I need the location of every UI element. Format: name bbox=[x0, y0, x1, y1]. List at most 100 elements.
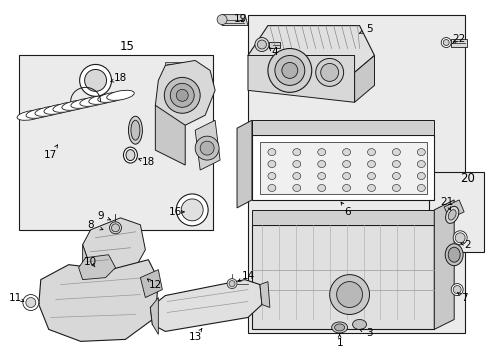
Circle shape bbox=[170, 84, 194, 107]
Text: 3: 3 bbox=[366, 328, 372, 338]
Ellipse shape bbox=[317, 172, 325, 180]
Ellipse shape bbox=[35, 106, 62, 116]
Circle shape bbox=[84, 69, 106, 91]
Polygon shape bbox=[251, 225, 433, 329]
Ellipse shape bbox=[392, 184, 400, 192]
Ellipse shape bbox=[71, 98, 98, 108]
Circle shape bbox=[454, 233, 464, 243]
Ellipse shape bbox=[392, 149, 400, 156]
Polygon shape bbox=[222, 15, 247, 26]
Circle shape bbox=[80, 64, 111, 96]
Polygon shape bbox=[260, 282, 269, 307]
Ellipse shape bbox=[317, 161, 325, 167]
Polygon shape bbox=[354, 55, 374, 102]
Ellipse shape bbox=[317, 184, 325, 192]
Ellipse shape bbox=[416, 149, 425, 156]
Circle shape bbox=[176, 194, 208, 226]
Ellipse shape bbox=[292, 184, 300, 192]
Ellipse shape bbox=[267, 172, 275, 180]
Bar bbox=[165, 62, 185, 77]
Circle shape bbox=[452, 285, 460, 293]
Polygon shape bbox=[251, 120, 433, 135]
Ellipse shape bbox=[331, 322, 347, 333]
Ellipse shape bbox=[44, 104, 71, 114]
Text: 9: 9 bbox=[97, 211, 103, 221]
Circle shape bbox=[254, 37, 268, 51]
Circle shape bbox=[217, 15, 226, 24]
Ellipse shape bbox=[126, 150, 135, 161]
Circle shape bbox=[452, 231, 466, 245]
Text: 8: 8 bbox=[87, 220, 94, 230]
Polygon shape bbox=[237, 120, 251, 208]
Circle shape bbox=[226, 279, 237, 289]
Text: 14: 14 bbox=[241, 271, 254, 281]
Ellipse shape bbox=[128, 116, 142, 144]
Polygon shape bbox=[39, 260, 158, 341]
Circle shape bbox=[181, 199, 203, 221]
Polygon shape bbox=[150, 298, 158, 334]
Bar bbox=[247, 15, 464, 333]
Polygon shape bbox=[140, 270, 162, 298]
Ellipse shape bbox=[292, 172, 300, 180]
Ellipse shape bbox=[317, 149, 325, 156]
Circle shape bbox=[228, 280, 235, 287]
Circle shape bbox=[195, 136, 219, 160]
Text: 1: 1 bbox=[336, 338, 342, 348]
Polygon shape bbox=[247, 26, 374, 72]
Text: 16: 16 bbox=[168, 207, 182, 217]
Circle shape bbox=[267, 49, 311, 92]
Text: 6: 6 bbox=[344, 207, 350, 217]
Ellipse shape bbox=[447, 247, 459, 262]
Ellipse shape bbox=[392, 172, 400, 180]
Polygon shape bbox=[155, 60, 215, 125]
Ellipse shape bbox=[53, 102, 81, 112]
Polygon shape bbox=[247, 55, 354, 102]
Text: 19: 19 bbox=[233, 14, 246, 24]
Polygon shape bbox=[82, 245, 88, 310]
Circle shape bbox=[281, 62, 297, 78]
Ellipse shape bbox=[352, 319, 366, 329]
Ellipse shape bbox=[342, 184, 350, 192]
Text: 22: 22 bbox=[451, 33, 465, 44]
Polygon shape bbox=[450, 39, 466, 46]
Circle shape bbox=[257, 40, 266, 49]
Polygon shape bbox=[79, 255, 115, 280]
Text: 7: 7 bbox=[460, 293, 467, 302]
Ellipse shape bbox=[367, 161, 375, 167]
Ellipse shape bbox=[123, 147, 137, 163]
Text: 2: 2 bbox=[463, 240, 469, 250]
Circle shape bbox=[111, 224, 119, 232]
Text: 11: 11 bbox=[9, 293, 22, 302]
Ellipse shape bbox=[447, 210, 455, 220]
Text: 5: 5 bbox=[366, 24, 372, 33]
Ellipse shape bbox=[367, 149, 375, 156]
Ellipse shape bbox=[392, 161, 400, 167]
Polygon shape bbox=[443, 200, 463, 219]
Ellipse shape bbox=[106, 90, 134, 100]
Ellipse shape bbox=[416, 184, 425, 192]
Polygon shape bbox=[251, 135, 433, 200]
Bar bbox=[428, 172, 483, 252]
Circle shape bbox=[329, 275, 369, 315]
Ellipse shape bbox=[367, 184, 375, 192]
Ellipse shape bbox=[89, 94, 116, 104]
Ellipse shape bbox=[292, 161, 300, 167]
Circle shape bbox=[176, 89, 188, 101]
Polygon shape bbox=[433, 200, 453, 329]
Text: 21: 21 bbox=[440, 197, 453, 207]
Ellipse shape bbox=[98, 92, 125, 102]
Ellipse shape bbox=[342, 149, 350, 156]
Ellipse shape bbox=[444, 244, 462, 266]
Ellipse shape bbox=[416, 172, 425, 180]
Ellipse shape bbox=[267, 161, 275, 167]
Polygon shape bbox=[82, 218, 145, 272]
Text: 15: 15 bbox=[120, 40, 135, 53]
Circle shape bbox=[442, 40, 448, 45]
Bar bbox=[339, 60, 351, 72]
Ellipse shape bbox=[334, 324, 344, 331]
Circle shape bbox=[315, 58, 343, 86]
Text: 20: 20 bbox=[459, 171, 474, 185]
Ellipse shape bbox=[62, 100, 89, 110]
Circle shape bbox=[440, 37, 450, 48]
Bar bbox=[167, 64, 183, 75]
